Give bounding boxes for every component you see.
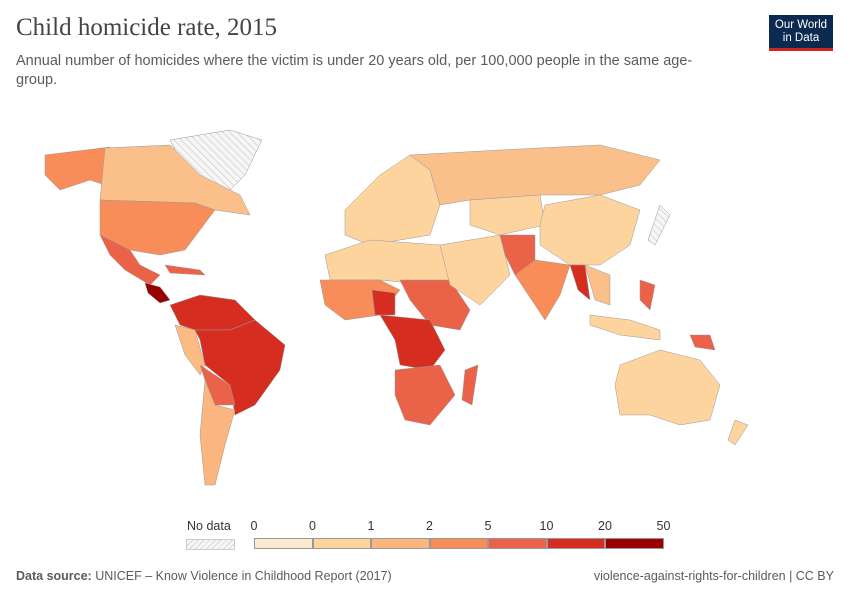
footer-slug[interactable]: violence-against-rights-for-children | C… (593, 569, 834, 583)
region-mexico (99, 234, 161, 286)
logo-line2: in Data (782, 32, 820, 44)
page-title: Child homicide rate, 2015 (16, 14, 278, 41)
region-nigeria (371, 289, 396, 316)
legend-bin[interactable] (488, 538, 547, 549)
region-caribbean (164, 264, 206, 276)
region-southern-africa (394, 364, 456, 426)
chart-subtitle: Annual number of homicides where the vic… (16, 53, 693, 88)
legend-bin[interactable] (429, 538, 488, 549)
region-central-america (144, 282, 171, 304)
region-n-south-america (169, 294, 256, 331)
legend-tick-label: 2 (426, 519, 433, 533)
legend-bin[interactable] (254, 538, 313, 549)
legend-tick-label: 1 (367, 519, 375, 533)
region-new-zealand (727, 419, 749, 446)
footer-source: Data source: UNICEF – Know Violence in C… (16, 569, 392, 583)
region-australia (614, 349, 721, 426)
source-label: Data source: (16, 569, 92, 583)
legend-tick-label: 50 (656, 519, 671, 533)
region-argentina-chile (199, 379, 236, 486)
legend-tick-label: 0 (309, 519, 316, 533)
legend-bin[interactable] (371, 538, 430, 549)
legend-tick-label: 5 (484, 519, 492, 533)
region-alaska (44, 146, 121, 191)
world-map[interactable] (0, 115, 850, 515)
legend-no-data-swatch (186, 539, 235, 550)
legend-no-data-label: No data (187, 519, 231, 533)
legend-tick-label: 10 (539, 519, 554, 533)
logo-line1: Our World (774, 19, 828, 31)
region-north-africa (324, 239, 451, 286)
owid-logo[interactable]: Our World in Data (769, 15, 833, 51)
region-india (514, 259, 571, 321)
region-central-asia (469, 194, 546, 236)
region-brazil (194, 319, 286, 416)
region-philippines (639, 279, 656, 311)
legend-bin[interactable] (605, 538, 664, 549)
region-china (539, 194, 641, 266)
legend-bin[interactable] (312, 538, 371, 549)
legend-bin[interactable] (546, 538, 605, 549)
legend-tick-label: 20 (598, 519, 612, 533)
legend-tick-label: 0 (250, 519, 258, 533)
region-middle-east (439, 234, 511, 306)
region-europe (344, 154, 441, 246)
map-legend: No data 0 0 1 2 5 10 20 50 (0, 515, 850, 555)
region-bolivia-paraguay (199, 364, 236, 406)
region-myanmar (569, 264, 591, 301)
region-se-asia (584, 264, 611, 306)
region-madagascar (461, 364, 479, 406)
region-japan (647, 204, 671, 246)
region-indonesia (589, 314, 661, 341)
source-text: UNICEF – Know Violence in Childhood Repo… (95, 569, 392, 583)
region-png (689, 334, 716, 351)
